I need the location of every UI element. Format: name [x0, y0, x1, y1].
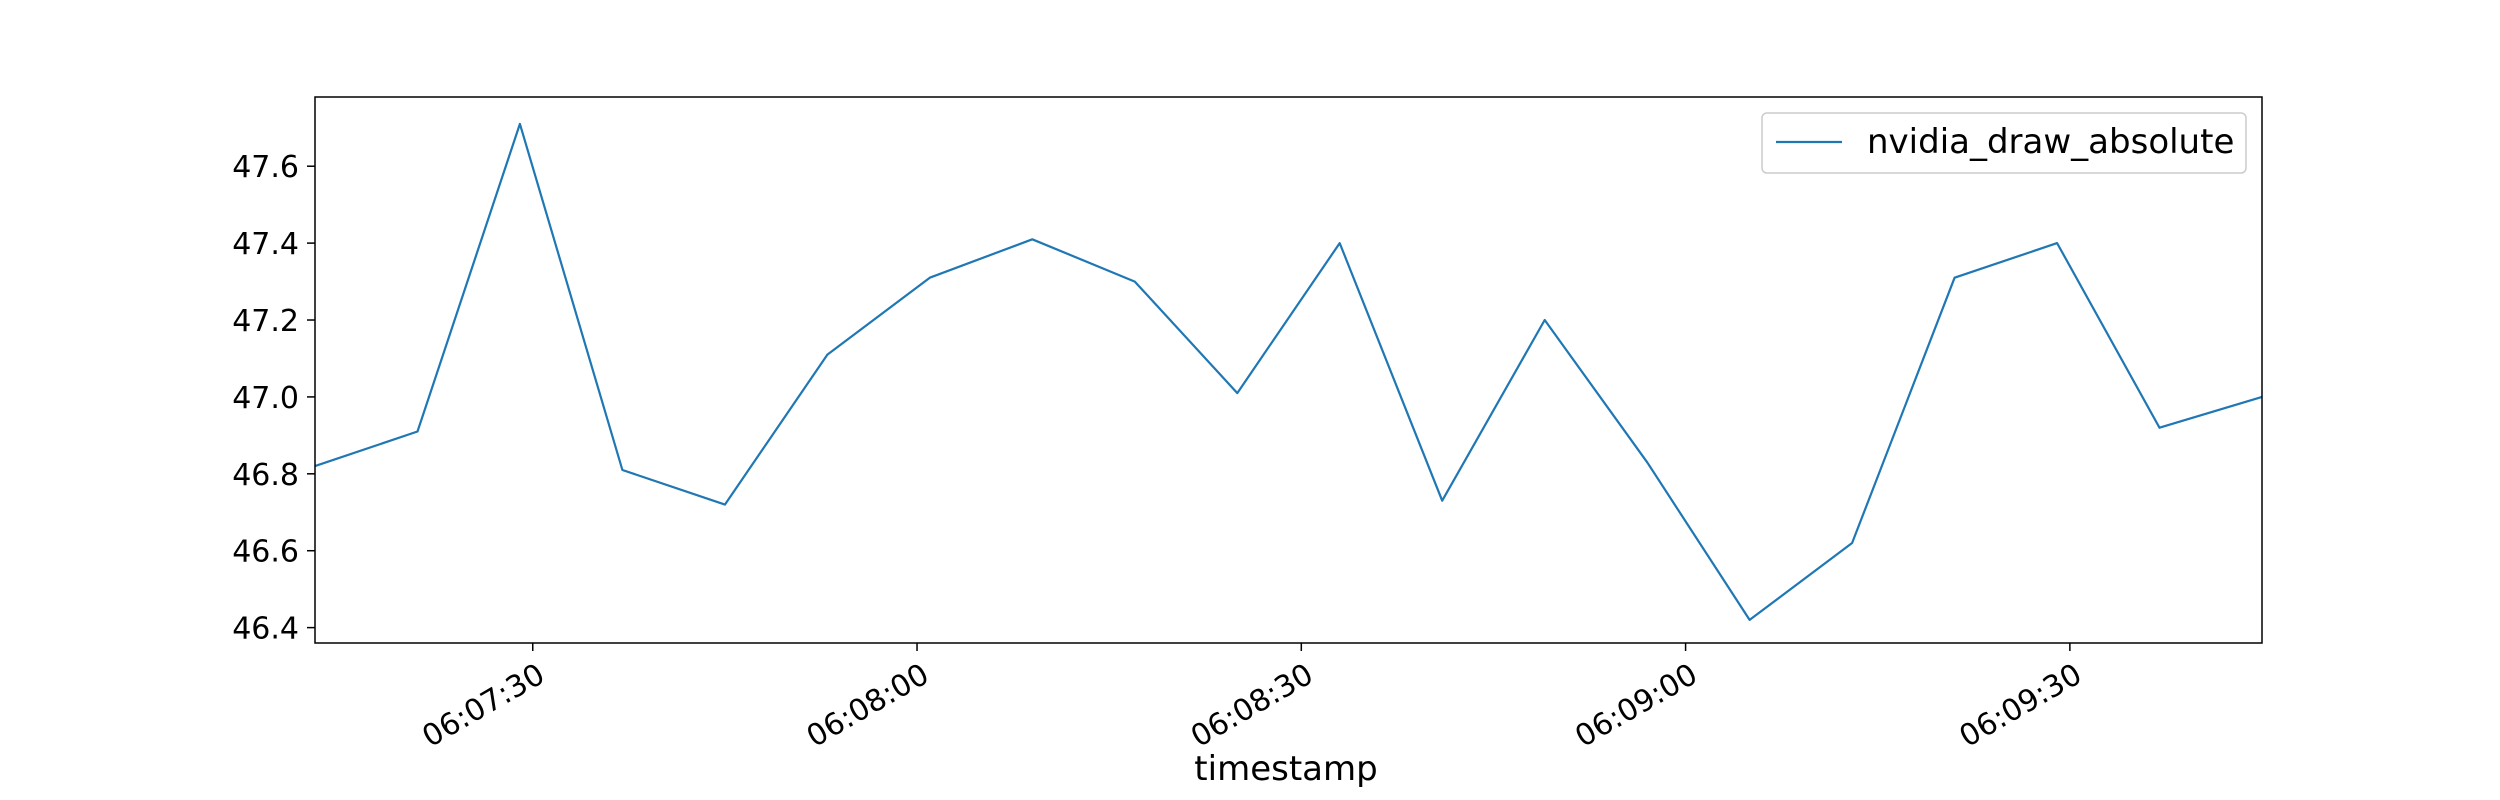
- x-tick-label: 06:08:30: [1185, 657, 1319, 755]
- x-axis-ticks: 06:07:30 06:08:00 06:08:30 06:09:00 06:09:30: [417, 643, 2088, 755]
- y-tick-label: 47.6: [232, 150, 299, 185]
- plot-frame: [314, 96, 2263, 644]
- y-tick-label: 47.0: [232, 381, 299, 416]
- x-tick-label: 06:08:00: [801, 657, 935, 755]
- x-tick-label: 06:09:30: [1954, 657, 2088, 755]
- x-axis-label: timestamp: [1194, 749, 1377, 789]
- legend: nvidia_draw_absolute: [1761, 112, 2247, 174]
- series-lines: [314, 122, 2263, 622]
- legend-box: [1761, 112, 2247, 174]
- y-tick-label: 46.4: [232, 612, 299, 647]
- y-tick-label: 47.4: [232, 227, 299, 262]
- y-tick-label: 46.6: [232, 535, 299, 570]
- y-tick-label: 46.8: [232, 458, 299, 493]
- series-line-nvidia-draw-absolute: [314, 122, 2263, 622]
- y-axis-ticks: 46.4 46.6 46.8 47.0 47.2 47.4 47.6: [232, 150, 315, 647]
- x-tick-label: 06:07:30: [417, 657, 551, 755]
- legend-label-nvidia-draw-absolute: nvidia_draw_absolute: [1867, 122, 2234, 162]
- x-tick-label: 06:09:00: [1569, 657, 1703, 755]
- y-tick-label: 47.2: [232, 304, 299, 339]
